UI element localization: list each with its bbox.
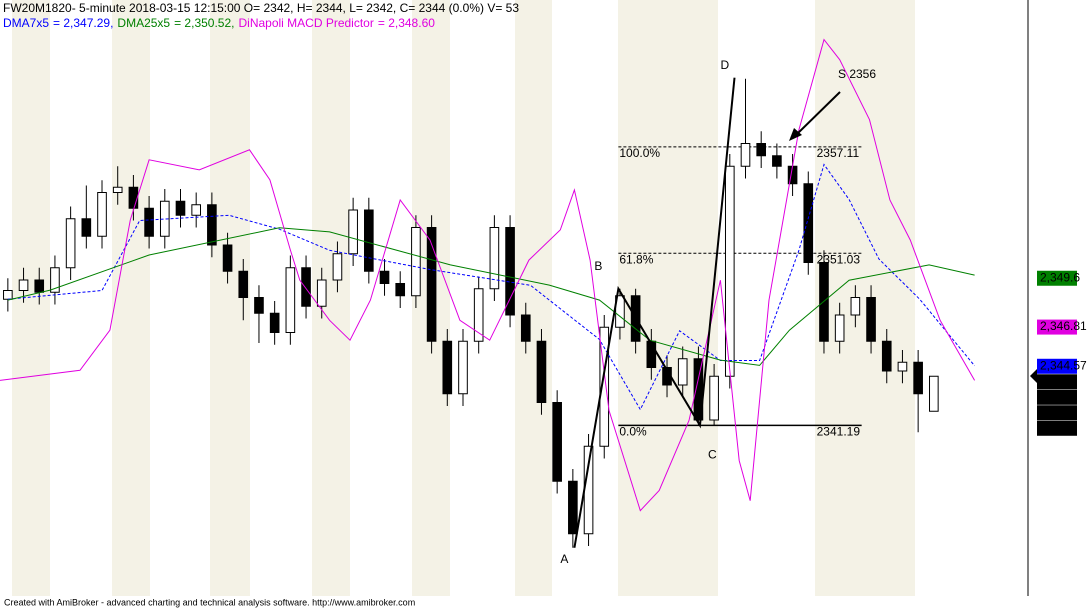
band xyxy=(515,0,552,596)
price-label: 2,346.81 xyxy=(1040,319,1087,333)
candle-body xyxy=(65,218,76,269)
footer: Created with AmiBroker - advanced charti… xyxy=(4,597,415,607)
candle-body xyxy=(803,183,814,263)
legend-value: = 2,347.29, xyxy=(53,16,113,30)
candle-body xyxy=(552,402,562,482)
candle-body xyxy=(411,227,421,297)
price-label-box xyxy=(1037,319,1077,335)
candle-body xyxy=(756,143,767,157)
price-label: 2,349.6 xyxy=(1040,270,1080,284)
candle-body xyxy=(520,314,531,342)
candle-body xyxy=(207,204,217,246)
candle-body xyxy=(238,270,249,298)
price-label: 2,344.57 xyxy=(1040,358,1087,372)
candle-body xyxy=(913,361,923,395)
candle-body xyxy=(881,340,892,372)
candle-body xyxy=(112,186,123,193)
candle-body xyxy=(646,340,657,368)
candle-body xyxy=(159,200,170,237)
price-label-box xyxy=(1037,420,1077,436)
price-label: 2,344 xyxy=(1040,389,1070,403)
candle-body xyxy=(489,227,500,290)
candle-body xyxy=(379,270,390,284)
indicator-line xyxy=(7,227,975,366)
candle-body xyxy=(442,340,453,395)
candle-body xyxy=(191,204,201,216)
pattern-line xyxy=(573,77,736,548)
candle-body xyxy=(536,340,547,403)
pattern-label: A xyxy=(560,552,568,566)
price-label: 2,344 xyxy=(1040,374,1070,388)
fib-label: 100.0% xyxy=(619,146,660,160)
candle-body xyxy=(18,279,29,291)
indicator-line xyxy=(0,38,976,512)
candle-body xyxy=(709,375,719,421)
candle-body xyxy=(505,227,515,316)
fib-value: 2341.19 xyxy=(817,425,861,439)
price-label-box xyxy=(1037,374,1077,390)
current-marker xyxy=(1030,369,1037,383)
candle-body xyxy=(222,244,233,272)
price-label: 2,344 xyxy=(1040,405,1070,419)
indicator-line xyxy=(7,163,975,411)
candle-body xyxy=(269,312,280,333)
pattern-label: C xyxy=(708,448,717,462)
candle-body xyxy=(458,340,468,395)
annotation: S 2356 xyxy=(838,67,876,81)
legend-name: DMA25x5 xyxy=(117,16,170,30)
candle-body xyxy=(175,200,186,216)
candle-body xyxy=(772,155,782,167)
candle-body xyxy=(81,218,92,237)
candle-body xyxy=(348,209,358,255)
candle-body xyxy=(144,207,154,237)
candle-body xyxy=(301,267,311,307)
candle-body xyxy=(929,375,939,412)
fib-value: 2357.11 xyxy=(817,146,860,160)
fib-label: 61.8% xyxy=(619,252,653,266)
legend: DMA7x5 = 2,347.29, DMA25x5 = 2,350.52, DiNap… xyxy=(3,16,435,30)
legend-name: DiNapoli MACD Predictor xyxy=(238,16,373,30)
candle-body xyxy=(473,288,484,342)
annotation-arrow xyxy=(794,91,841,137)
candle-body xyxy=(316,279,327,307)
candle-body xyxy=(3,290,13,300)
band xyxy=(112,0,150,596)
candle-body xyxy=(128,186,139,209)
price-label-box xyxy=(1037,405,1077,421)
candle-body xyxy=(50,267,60,293)
arrow-head xyxy=(789,128,802,141)
price-label: 2,344 xyxy=(1040,420,1070,434)
legend-value: = 2,348.60 xyxy=(378,16,435,30)
chart-title: FW20M1820- 5-minute 2018-03-15 12:15:00 … xyxy=(3,1,519,15)
pattern-label: D xyxy=(721,58,730,72)
candle-body xyxy=(897,361,908,372)
candle-body xyxy=(332,253,343,281)
price-label-box xyxy=(1037,358,1077,374)
candle-body xyxy=(568,480,578,535)
candle-body xyxy=(426,227,437,342)
fib-label: 0.0% xyxy=(619,425,647,439)
band xyxy=(815,0,915,596)
candle-body xyxy=(34,279,45,293)
candle-body xyxy=(834,314,845,342)
legend-value: = 2,350.52, xyxy=(174,16,234,30)
candle-body xyxy=(285,267,296,333)
price-label-box xyxy=(1037,389,1077,405)
candle-body xyxy=(866,297,876,342)
price-label-box xyxy=(1037,270,1077,286)
candle-body xyxy=(740,143,751,167)
candle-body xyxy=(724,165,735,377)
candle-body xyxy=(364,209,374,272)
candle-body xyxy=(677,358,688,386)
candle-body xyxy=(97,192,107,237)
pattern-label: B xyxy=(594,259,602,273)
candle-body xyxy=(254,297,264,314)
candle-body xyxy=(599,326,610,447)
candle-body xyxy=(615,295,625,328)
candle-body xyxy=(395,283,406,297)
candle-body xyxy=(850,297,861,316)
legend-name: DMA7x5 xyxy=(3,16,49,30)
